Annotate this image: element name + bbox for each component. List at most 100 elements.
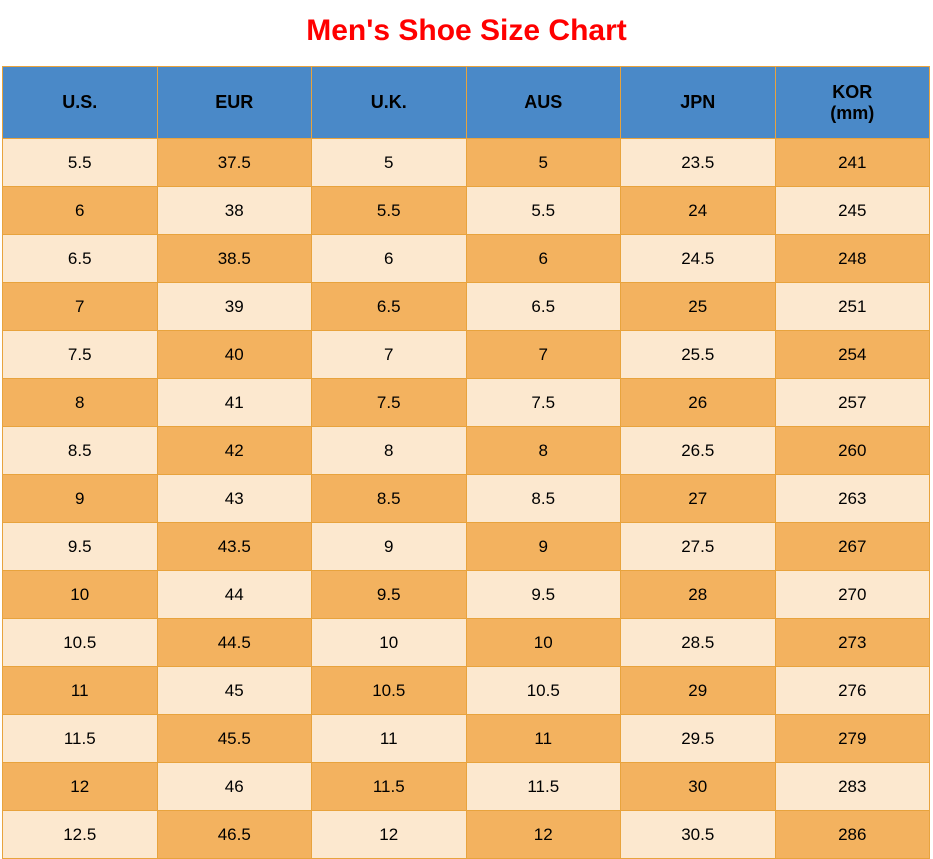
table-cell: 267 bbox=[775, 523, 930, 571]
table-cell: 43.5 bbox=[157, 523, 312, 571]
table-cell: 273 bbox=[775, 619, 930, 667]
column-header: AUS bbox=[466, 67, 621, 139]
table-cell: 260 bbox=[775, 427, 930, 475]
table-row: 10449.59.528270 bbox=[3, 571, 930, 619]
table-cell: 42 bbox=[157, 427, 312, 475]
table-cell: 7.5 bbox=[312, 379, 467, 427]
table-cell: 26.5 bbox=[621, 427, 776, 475]
table-cell: 6 bbox=[466, 235, 621, 283]
table-cell: 11.5 bbox=[3, 715, 158, 763]
table-cell: 7.5 bbox=[466, 379, 621, 427]
table-row: 12.546.5121230.5286 bbox=[3, 811, 930, 859]
table-cell: 24.5 bbox=[621, 235, 776, 283]
table-cell: 45.5 bbox=[157, 715, 312, 763]
table-row: 5.537.55523.5241 bbox=[3, 139, 930, 187]
table-cell: 23.5 bbox=[621, 139, 776, 187]
table-row: 7396.56.525251 bbox=[3, 283, 930, 331]
table-cell: 8 bbox=[312, 427, 467, 475]
table-cell: 7.5 bbox=[3, 331, 158, 379]
table-cell: 9.5 bbox=[466, 571, 621, 619]
table-cell: 263 bbox=[775, 475, 930, 523]
table-cell: 41 bbox=[157, 379, 312, 427]
table-cell: 279 bbox=[775, 715, 930, 763]
table-cell: 7 bbox=[312, 331, 467, 379]
table-cell: 29 bbox=[621, 667, 776, 715]
table-cell: 38.5 bbox=[157, 235, 312, 283]
table-cell: 283 bbox=[775, 763, 930, 811]
table-cell: 38 bbox=[157, 187, 312, 235]
table-cell: 30 bbox=[621, 763, 776, 811]
table-cell: 8.5 bbox=[3, 427, 158, 475]
table-cell: 43 bbox=[157, 475, 312, 523]
table-row: 11.545.5111129.5279 bbox=[3, 715, 930, 763]
table-cell: 39 bbox=[157, 283, 312, 331]
table-cell: 29.5 bbox=[621, 715, 776, 763]
table-cell: 46.5 bbox=[157, 811, 312, 859]
table-cell: 12 bbox=[3, 763, 158, 811]
table-row: 6385.55.524245 bbox=[3, 187, 930, 235]
table-cell: 10.5 bbox=[3, 619, 158, 667]
table-cell: 44.5 bbox=[157, 619, 312, 667]
table-cell: 10 bbox=[3, 571, 158, 619]
table-cell: 10.5 bbox=[312, 667, 467, 715]
size-chart-table: U.S.EURU.K.AUSJPNKOR(mm) 5.537.55523.524… bbox=[2, 66, 930, 859]
column-header: EUR bbox=[157, 67, 312, 139]
table-cell: 286 bbox=[775, 811, 930, 859]
table-cell: 30.5 bbox=[621, 811, 776, 859]
table-cell: 10.5 bbox=[466, 667, 621, 715]
column-header: U.K. bbox=[312, 67, 467, 139]
page-title: Men's Shoe Size Chart bbox=[0, 0, 933, 66]
table-body: 5.537.55523.52416385.55.5242456.538.5662… bbox=[3, 139, 930, 859]
table-cell: 5.5 bbox=[3, 139, 158, 187]
table-row: 8417.57.526257 bbox=[3, 379, 930, 427]
table-header-row: U.S.EURU.K.AUSJPNKOR(mm) bbox=[3, 67, 930, 139]
table-cell: 254 bbox=[775, 331, 930, 379]
table-cell: 11.5 bbox=[466, 763, 621, 811]
table-cell: 25 bbox=[621, 283, 776, 331]
table-cell: 248 bbox=[775, 235, 930, 283]
table-cell: 251 bbox=[775, 283, 930, 331]
table-cell: 6 bbox=[3, 187, 158, 235]
table-cell: 8 bbox=[466, 427, 621, 475]
table-cell: 25.5 bbox=[621, 331, 776, 379]
table-cell: 257 bbox=[775, 379, 930, 427]
table-row: 6.538.56624.5248 bbox=[3, 235, 930, 283]
table-cell: 12 bbox=[312, 811, 467, 859]
table-cell: 6 bbox=[312, 235, 467, 283]
table-cell: 9 bbox=[312, 523, 467, 571]
table-cell: 9.5 bbox=[312, 571, 467, 619]
table-cell: 40 bbox=[157, 331, 312, 379]
table-cell: 270 bbox=[775, 571, 930, 619]
table-cell: 245 bbox=[775, 187, 930, 235]
table-cell: 11 bbox=[3, 667, 158, 715]
table-cell: 26 bbox=[621, 379, 776, 427]
table-cell: 37.5 bbox=[157, 139, 312, 187]
table-cell: 27.5 bbox=[621, 523, 776, 571]
column-header: JPN bbox=[621, 67, 776, 139]
table-cell: 7 bbox=[3, 283, 158, 331]
column-header: KOR(mm) bbox=[775, 67, 930, 139]
table-cell: 241 bbox=[775, 139, 930, 187]
table-cell: 12 bbox=[466, 811, 621, 859]
table-row: 7.5407725.5254 bbox=[3, 331, 930, 379]
table-cell: 8.5 bbox=[312, 475, 467, 523]
table-cell: 6.5 bbox=[312, 283, 467, 331]
table-cell: 45 bbox=[157, 667, 312, 715]
table-row: 10.544.5101028.5273 bbox=[3, 619, 930, 667]
table-cell: 9.5 bbox=[3, 523, 158, 571]
table-cell: 46 bbox=[157, 763, 312, 811]
table-cell: 28.5 bbox=[621, 619, 776, 667]
table-cell: 9 bbox=[466, 523, 621, 571]
table-cell: 8.5 bbox=[466, 475, 621, 523]
table-row: 9438.58.527263 bbox=[3, 475, 930, 523]
table-cell: 10 bbox=[312, 619, 467, 667]
table-cell: 24 bbox=[621, 187, 776, 235]
table-cell: 12.5 bbox=[3, 811, 158, 859]
table-cell: 6.5 bbox=[466, 283, 621, 331]
table-cell: 5.5 bbox=[466, 187, 621, 235]
table-cell: 5.5 bbox=[312, 187, 467, 235]
table-cell: 9 bbox=[3, 475, 158, 523]
table-cell: 11 bbox=[466, 715, 621, 763]
table-cell: 5 bbox=[466, 139, 621, 187]
table-row: 8.5428826.5260 bbox=[3, 427, 930, 475]
